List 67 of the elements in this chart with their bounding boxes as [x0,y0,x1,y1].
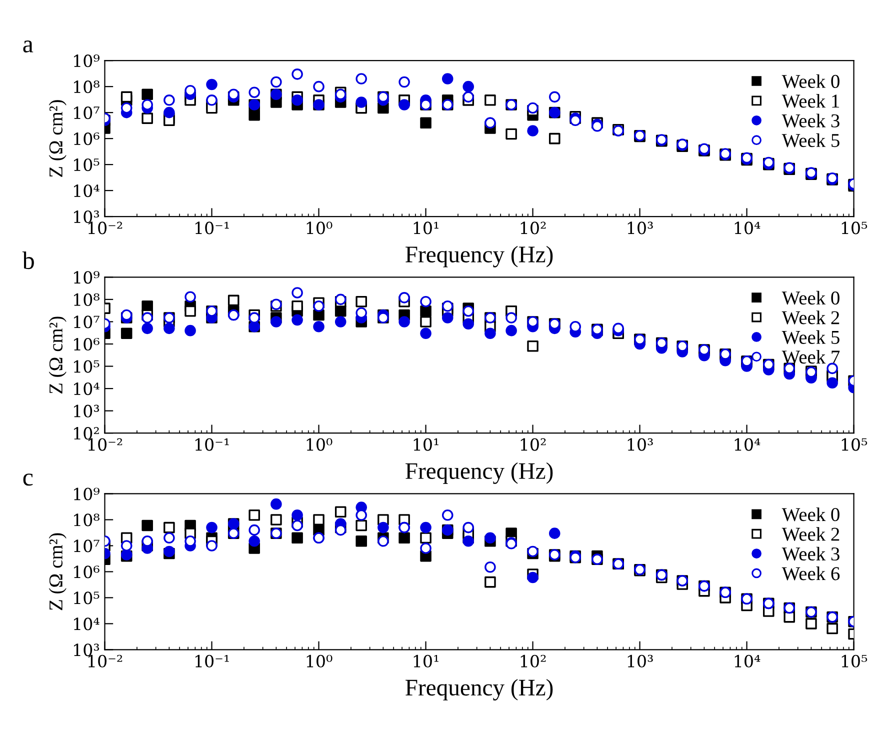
x-tick-label: 10⁻¹ [195,438,229,451]
y-tick-label: 10⁵ [74,592,100,604]
y-tick-label: 10⁸ [74,80,100,94]
y-tick-label: 10⁹ [74,271,100,284]
y-tick-label: 10⁶ [74,132,100,146]
chart-title: a [23,40,34,52]
legend-label: Week 0 [782,507,840,522]
y-tick-label: 10⁹ [74,54,100,68]
legend-label: Week 7 [782,350,840,364]
y-tick-label: 10³ [74,210,100,224]
legend-label: Week 5 [782,330,840,344]
x-tick-label: 10⁵ [842,222,868,234]
legend-label: Week 0 [782,290,840,305]
x-axis-title: Frequency (Hz) [406,246,553,268]
legend-label: Week 1 [782,94,840,108]
x-tick-label: 10⁴ [734,654,760,668]
y-tick-label: 10⁵ [74,360,100,373]
y-axis-title: Z (Ω cm²) [48,533,66,610]
x-tick-label: 10⁻² [88,654,122,668]
x-tick-label: 10² [520,438,546,451]
y-tick-label: 10⁵ [74,158,100,172]
y-axis-title: Z (Ω cm²) [48,316,66,394]
y-tick-label: 10⁷ [74,106,100,120]
y-tick-label: 10³ [74,644,100,656]
x-tick-label: 10⁰ [306,222,332,234]
x-tick-label: 10³ [628,654,653,668]
x-tick-label: 10⁴ [734,438,760,451]
x-tick-label: 10¹ [414,222,438,234]
y-tick-label: 10⁶ [74,338,100,351]
y-tick-label: 10⁴ [74,382,100,396]
y-tick-label: 10⁴ [74,618,100,630]
y-tick-label: 10⁸ [74,293,100,306]
x-tick-label: 10⁻² [88,222,122,234]
legend-label: Week 5 [782,133,840,148]
x-tick-label: 10⁵ [842,654,868,668]
x-tick-label: 10⁰ [306,438,332,451]
legend-label: Week 3 [782,114,840,128]
legend-label: Week 0 [782,74,840,88]
x-tick-label: 10² [520,222,546,234]
x-tick-label: 10² [520,654,546,668]
y-tick-label: 10⁹ [74,488,100,500]
x-tick-label: 10¹ [414,654,438,668]
x-tick-label: 10³ [628,438,653,451]
y-tick-label: 10³ [74,404,100,418]
legend-label: Week 6 [782,566,840,580]
x-tick-label: 10⁵ [842,438,868,451]
x-axis-title: Frequency (Hz) [406,678,553,700]
legend-label: Week 2 [782,527,840,541]
x-axis-title: Frequency (Hz) [406,462,553,484]
y-tick-label: 10⁷ [74,540,100,552]
x-tick-label: 10⁴ [734,222,760,234]
y-tick-label: 10⁷ [74,316,100,328]
chart-title: c [23,474,33,486]
legend-label: Week 2 [782,310,840,324]
y-axis-title: Z (Ω cm²) [48,100,66,177]
x-tick-label: 10⁰ [306,654,332,668]
y-tick-label: 10⁴ [74,184,100,198]
x-tick-label: 10¹ [414,438,438,451]
x-tick-label: 10⁻¹ [195,654,229,668]
y-tick-label: 10⁶ [74,566,100,578]
legend-label: Week 3 [782,546,840,561]
x-tick-label: 10⁻² [88,438,122,451]
y-tick-label: 10² [74,427,99,440]
x-tick-label: 10⁻¹ [195,222,229,234]
y-tick-label: 10⁸ [74,514,100,526]
chart-title: b [22,251,34,270]
x-tick-label: 10³ [628,222,653,234]
